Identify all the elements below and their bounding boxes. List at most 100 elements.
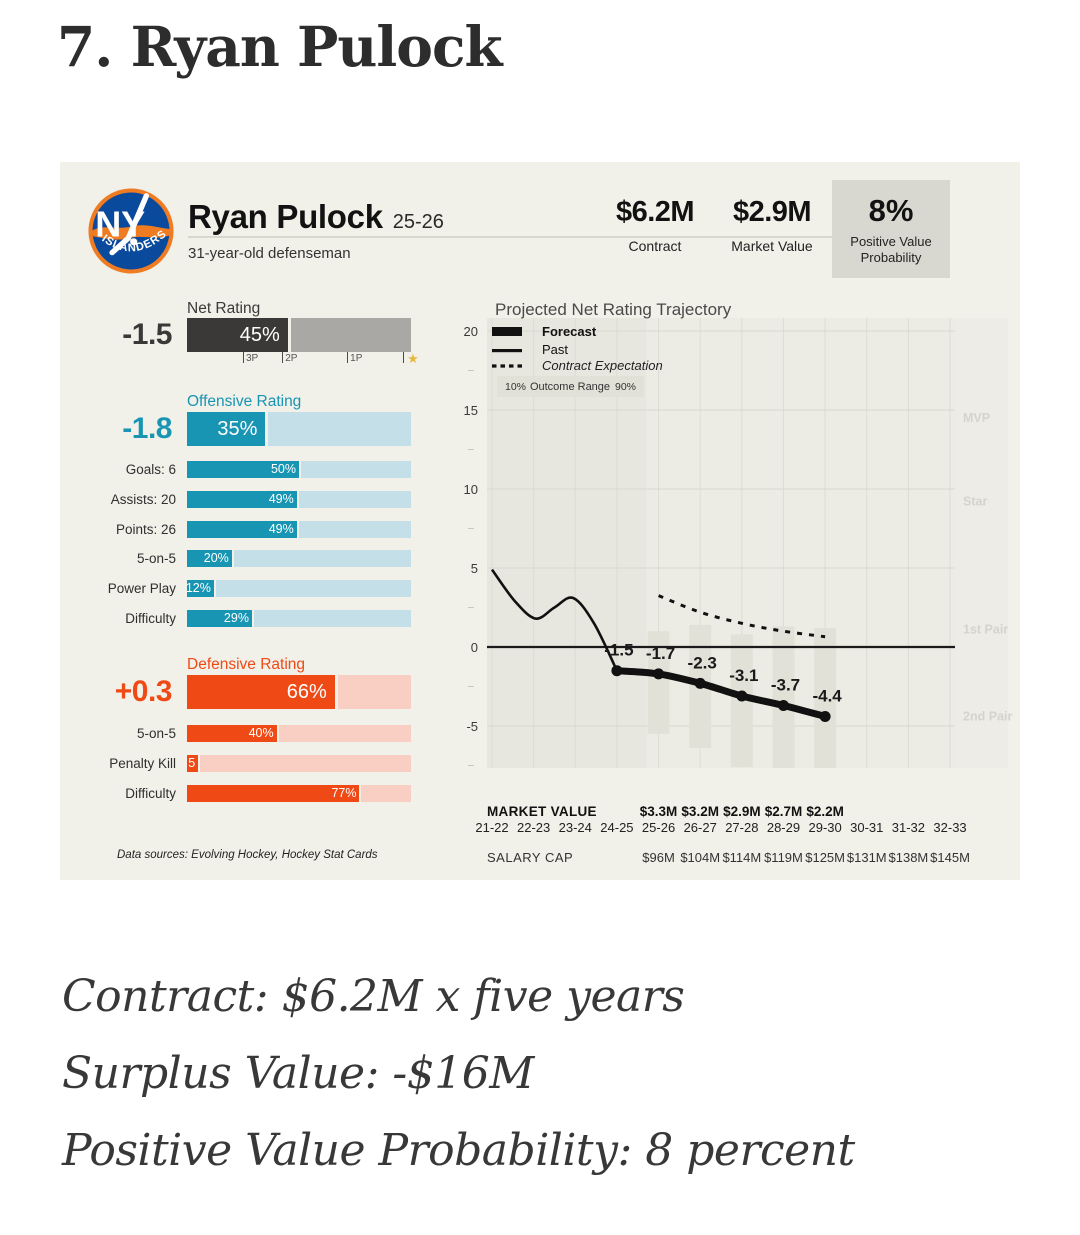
marker-tick xyxy=(243,352,244,363)
net-rating-markers: 3P 2P 1P ★ xyxy=(187,351,419,368)
stat-row: Points: 26 49% xyxy=(60,521,411,538)
svg-text:$96M: $96M xyxy=(642,850,675,865)
pvp-label-line1: Positive Value xyxy=(850,233,932,249)
marker-tick xyxy=(403,352,405,363)
svg-text:2nd Pair: 2nd Pair xyxy=(963,710,1012,724)
svg-text:$3.2M: $3.2M xyxy=(681,804,719,819)
svg-text:27-28: 27-28 xyxy=(725,820,758,835)
offense-rows: Goals: 6 50% Assists: 20 49% Points: 26 49% 5-… xyxy=(60,461,411,631)
svg-text:Contract Expectation: Contract Expectation xyxy=(542,358,663,373)
pvp-label: Positive Value Probability xyxy=(850,234,931,265)
svg-text:-1.7: -1.7 xyxy=(646,644,675,663)
offense-track xyxy=(268,412,411,446)
svg-text:Star: Star xyxy=(963,495,987,509)
svg-text:$2.2M: $2.2M xyxy=(806,804,844,819)
svg-text:-5: -5 xyxy=(466,719,478,734)
svg-text:-2.3: -2.3 xyxy=(688,653,717,672)
trajectory-chart: 20 15 10 5 0 -5 -1.5 -1.7 -2.3 -3.1 -3.7 -4.4 MVP Sta… xyxy=(464,300,1013,865)
offensive-rating-value: -1.8 xyxy=(122,412,172,445)
net-rating-value: -1.5 xyxy=(122,318,172,351)
svg-text:24-25: 24-25 xyxy=(600,820,633,835)
svg-text:Outcome Range: Outcome Range xyxy=(530,381,610,393)
stat-row: Penalty Kill 5 xyxy=(60,755,411,772)
marker-label: 2P xyxy=(285,353,298,364)
svg-text:$125M: $125M xyxy=(805,850,845,865)
defense-track xyxy=(337,675,411,709)
svg-text:25-26: 25-26 xyxy=(642,820,675,835)
svg-text:31-32: 31-32 xyxy=(892,820,925,835)
svg-text:$104M: $104M xyxy=(680,850,720,865)
pvp-label-line2: Probability xyxy=(860,249,922,265)
net-rating-fill: 45% xyxy=(187,318,288,352)
stat-row: 5-on-5 40% xyxy=(60,725,411,742)
svg-text:$131M: $131M xyxy=(847,850,887,865)
data-sources-note: Data sources: Evolving Hockey, Hockey St… xyxy=(117,849,378,861)
market-value-label: Market Value xyxy=(731,238,813,254)
contract-stat: $6.2M Contract xyxy=(597,196,713,254)
svg-text:$2.9M: $2.9M xyxy=(723,804,761,819)
offensive-rating-bar: 35% xyxy=(187,412,411,446)
header-divider xyxy=(188,236,832,238)
svg-text:22-23: 22-23 xyxy=(517,820,550,835)
svg-text:Forecast: Forecast xyxy=(542,324,597,339)
svg-text:MVP: MVP xyxy=(963,411,990,425)
page-title: 7. Ryan Pulock xyxy=(57,14,503,79)
svg-text:$145M: $145M xyxy=(930,850,970,865)
svg-text:SALARY CAP: SALARY CAP xyxy=(487,850,573,865)
svg-text:$119M: $119M xyxy=(764,850,803,865)
defensive-rating-value: +0.3 xyxy=(114,675,173,708)
svg-text:-1.5: -1.5 xyxy=(604,641,633,660)
player-season: 25-26 xyxy=(392,211,444,233)
svg-text:23-24: 23-24 xyxy=(559,820,592,835)
stat-row: 5-on-5 20% xyxy=(60,550,411,567)
offensive-rating-header: Offensive Rating xyxy=(187,393,302,410)
svg-text:29-30: 29-30 xyxy=(808,820,841,835)
defensive-rating-pct: 66% xyxy=(286,681,327,703)
positive-value-probability-box: 8% Positive Value Probability xyxy=(832,180,950,278)
summary-text: Contract: $6.2M x five years Surplus Val… xyxy=(62,958,1022,1189)
summary-pvp: Positive Value Probability: 8 percent xyxy=(62,1125,855,1176)
marker-tick xyxy=(282,352,284,363)
svg-text:-3.7: -3.7 xyxy=(771,675,800,694)
net-rating-pct: 45% xyxy=(239,324,280,346)
svg-text:0: 0 xyxy=(471,640,478,655)
islanders-team-logo: NY ISLANDERS xyxy=(88,188,174,274)
svg-text:5: 5 xyxy=(471,561,478,576)
stat-row: Difficulty 77% xyxy=(60,785,411,802)
stat-row: Goals: 6 50% xyxy=(60,461,411,478)
svg-text:-3.1: -3.1 xyxy=(729,666,758,685)
svg-text:1st Pair: 1st Pair xyxy=(963,623,1008,637)
svg-text:10: 10 xyxy=(464,482,478,497)
svg-text:30-31: 30-31 xyxy=(850,820,883,835)
svg-text:10%: 10% xyxy=(505,381,526,393)
hockey-stick-icon xyxy=(109,193,149,256)
offense-fill: 35% xyxy=(187,412,266,446)
svg-text:20: 20 xyxy=(464,324,478,339)
svg-text:32-33: 32-33 xyxy=(933,820,966,835)
player-card: NY ISLANDERS Ryan Pulock 25-26 31-year-ol… xyxy=(60,162,1020,880)
svg-text:21-22: 21-22 xyxy=(475,820,508,835)
summary-contract: Contract: $6.2M x five years xyxy=(62,971,685,1022)
svg-text:$138M: $138M xyxy=(889,850,929,865)
summary-surplus: Surplus Value: -$16M xyxy=(62,1048,534,1099)
svg-text:26-27: 26-27 xyxy=(684,820,717,835)
svg-text:Past: Past xyxy=(542,342,568,357)
defense-fill: 66% xyxy=(187,675,335,709)
svg-text:$114M: $114M xyxy=(722,850,761,865)
svg-text:15: 15 xyxy=(464,403,478,418)
svg-text:90%: 90% xyxy=(615,381,636,393)
svg-text:Projected Net Rating Trajector: Projected Net Rating Trajectory xyxy=(495,300,732,319)
marker-label: 1P xyxy=(350,353,363,364)
defense-rows: 5-on-5 40% Penalty Kill 5 Difficulty 77% xyxy=(60,725,411,805)
marker-label: 3P xyxy=(246,353,259,364)
net-rating-track xyxy=(290,318,411,352)
defensive-rating-header: Defensive Rating xyxy=(187,656,306,673)
contract-label: Contract xyxy=(628,238,682,254)
contract-value: $6.2M xyxy=(615,196,695,228)
svg-text:$2.7M: $2.7M xyxy=(765,804,803,819)
net-rating-bar: 45% xyxy=(187,318,411,352)
net-rating-header: Net Rating xyxy=(187,300,261,317)
player-name-text: Ryan Pulock xyxy=(188,198,383,235)
offensive-rating-pct: 35% xyxy=(217,418,258,440)
svg-text:MARKET VALUE: MARKET VALUE xyxy=(487,804,597,819)
